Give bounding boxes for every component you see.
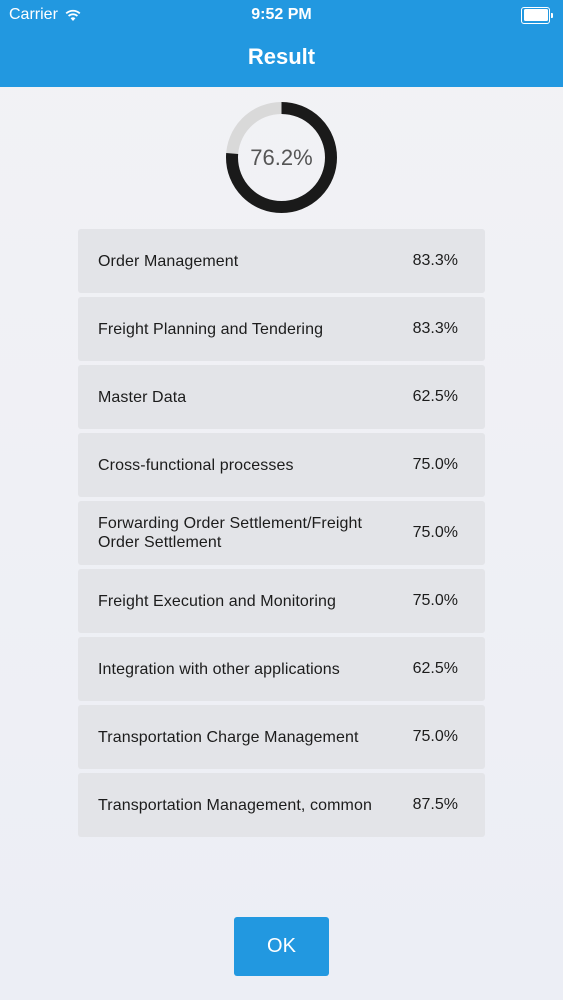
category-name: Forwarding Order Settlement/Freight Orde…: [98, 515, 363, 551]
navigation-bar: Carrier 9:52 PM Result: [0, 0, 563, 87]
category-score: 83.3%: [412, 252, 458, 269]
results-list: Order Management 83.3% Freight Planning …: [78, 229, 485, 841]
carrier-label: Carrier: [9, 6, 58, 23]
category-score: 75.0%: [412, 456, 458, 473]
list-item: Cross-functional processes 75.0%: [78, 433, 485, 497]
category-name: Integration with other applications: [98, 660, 340, 678]
overall-score-label: 76.2%: [250, 145, 313, 170]
category-name: Master Data: [98, 388, 187, 406]
ok-button[interactable]: OK: [234, 917, 329, 976]
overall-score-ring: 76.2%: [225, 101, 338, 214]
list-item: Transportation Charge Management 75.0%: [78, 705, 485, 769]
ring-progress: [226, 102, 337, 213]
category-name: Freight Planning and Tendering: [98, 320, 324, 338]
category-score: 83.3%: [412, 320, 458, 337]
category-name: Transportation Charge Management: [98, 728, 359, 746]
category-name: Cross-functional processes: [98, 456, 294, 474]
page-title: Result: [247, 44, 316, 69]
status-time: 9:52 PM: [251, 6, 312, 23]
list-item: Forwarding Order Settlement/Freight Orde…: [78, 501, 485, 565]
category-score: 75.0%: [412, 524, 458, 541]
list-item: Freight Planning and Tendering 83.3%: [78, 297, 485, 361]
category-score: 62.5%: [412, 388, 458, 405]
category-score: 75.0%: [412, 728, 458, 745]
category-name: Transportation Management, common: [98, 796, 372, 814]
category-score: 87.5%: [412, 796, 458, 813]
category-score: 62.5%: [412, 660, 458, 677]
category-name: Order Management: [98, 252, 239, 270]
list-item: Freight Execution and Monitoring 75.0%: [78, 569, 485, 633]
category-name: Freight Execution and Monitoring: [98, 592, 336, 610]
wifi-icon: [65, 9, 81, 21]
list-item: Master Data 62.5%: [78, 365, 485, 429]
list-item: Order Management 83.3%: [78, 229, 485, 293]
status-bar-left: Carrier: [9, 5, 82, 25]
list-item: Integration with other applications 62.5…: [78, 637, 485, 701]
battery-icon: [521, 6, 553, 24]
category-score: 75.0%: [412, 592, 458, 609]
list-item: Transportation Management, common 87.5%: [78, 773, 485, 837]
